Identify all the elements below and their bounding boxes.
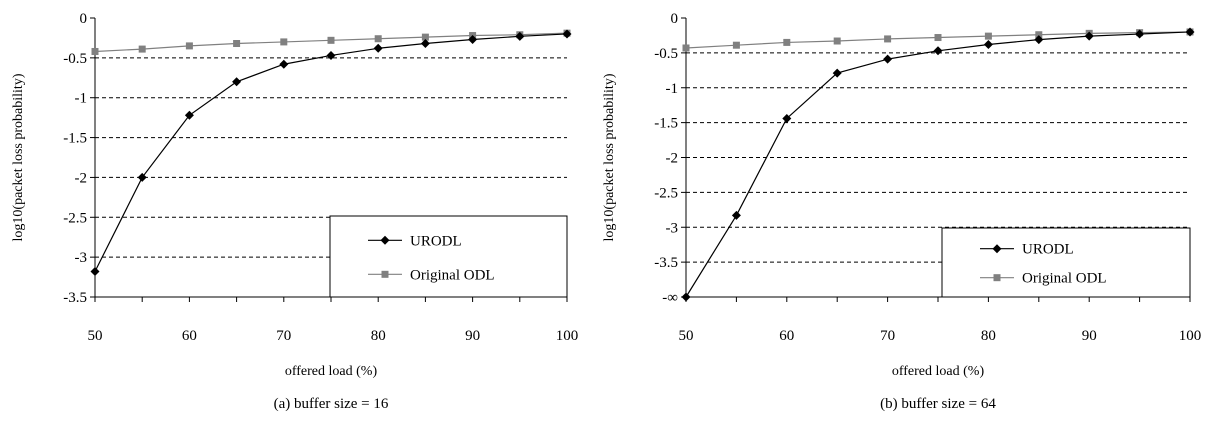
data-point — [1185, 27, 1195, 37]
y-axis-label: log10(packet loss probability) — [602, 73, 617, 241]
y-tick-label: -3 — [666, 220, 679, 236]
y-tick-label: -2 — [666, 151, 679, 167]
legend-marker — [992, 244, 1002, 254]
x-tick-label: 100 — [556, 328, 579, 344]
data-point — [884, 35, 892, 43]
x-tick-label: 70 — [880, 328, 895, 344]
y-tick-label: 0 — [671, 11, 679, 27]
data-point — [90, 266, 100, 276]
data-point — [420, 39, 430, 49]
data-point — [681, 292, 691, 302]
y-tick-label: 0 — [80, 11, 88, 27]
data-point — [883, 54, 893, 64]
data-point — [280, 38, 288, 46]
series-urodl — [90, 29, 572, 276]
legend-box — [941, 227, 1191, 298]
x-axis-label: offered load (%) — [285, 364, 378, 379]
x-axis-label: offered load (%) — [892, 364, 985, 379]
series-original-odl — [682, 28, 1194, 52]
data-point — [832, 68, 842, 78]
series-urodl — [681, 27, 1195, 302]
data-point — [1135, 29, 1145, 39]
data-point — [984, 32, 992, 40]
data-point — [682, 44, 690, 52]
data-point — [1034, 35, 1044, 45]
data-point — [184, 110, 194, 120]
data-point — [515, 31, 525, 41]
data-point — [185, 42, 193, 50]
legend: URODL Original ODL — [941, 227, 1191, 298]
legend-label: URODL — [410, 233, 462, 249]
data-point — [731, 210, 741, 220]
y-tick-label: -2 — [75, 170, 88, 186]
data-point — [783, 38, 791, 46]
y-tick-label: -0.5 — [63, 51, 87, 67]
y-tick-label: -1.5 — [63, 131, 87, 147]
data-point — [232, 77, 242, 87]
y-tick-label: -1.5 — [654, 116, 678, 132]
legend-label: Original ODL — [1022, 271, 1107, 287]
data-point — [373, 43, 383, 53]
y-tick-label: -0.5 — [654, 46, 678, 62]
data-point — [782, 113, 792, 123]
x-tick-label: 80 — [371, 328, 386, 344]
data-point — [91, 47, 99, 55]
data-point — [933, 46, 943, 56]
x-tick-label: 50 — [88, 328, 103, 344]
data-point — [137, 172, 147, 182]
data-point — [326, 50, 336, 60]
data-point — [421, 33, 429, 41]
x-tick-label: 60 — [182, 328, 197, 344]
y-tick-label: -3.5 — [63, 290, 87, 306]
x-tick-label: 90 — [1082, 328, 1097, 344]
y-tick-label: -3 — [75, 250, 88, 266]
legend-label: Original ODL — [410, 267, 495, 283]
chart-b: 0 -0.5 -1 -1.5 -2 -2.5 -3 -3.5 -∞ 50 60 70 80 90 100 of… — [602, 11, 1201, 412]
x-tick-label: 50 — [679, 328, 694, 344]
data-point — [833, 37, 841, 45]
y-tick-label: -2.5 — [654, 185, 678, 201]
chart-caption: (b) buffer size = 64 — [880, 396, 996, 412]
y-tick-label: -2.5 — [63, 210, 87, 226]
data-point — [233, 40, 241, 48]
x-tick-label: 60 — [779, 328, 794, 344]
data-point — [983, 40, 993, 50]
x-tick-label: 90 — [465, 328, 480, 344]
x-tick-label: 100 — [1179, 328, 1202, 344]
data-point — [934, 34, 942, 42]
legend: URODL Original ODL — [329, 215, 568, 298]
data-point — [732, 41, 740, 49]
x-tick-label: 70 — [276, 328, 291, 344]
data-point — [468, 35, 478, 45]
legend-box — [329, 215, 568, 298]
y-tick-label: -3.5 — [654, 255, 678, 271]
legend-marker — [380, 235, 390, 245]
chart-a: 0 -0.5 -1 -1.5 -2 -2.5 -3 -3.5 50 60 70 80 90 100 offe… — [11, 11, 578, 412]
y-axis-label: log10(packet loss probability) — [11, 73, 26, 241]
y-tick-label: -1 — [666, 81, 679, 97]
data-point — [562, 29, 572, 39]
data-point — [1035, 31, 1043, 39]
data-point — [1084, 31, 1094, 41]
legend-label: URODL — [1022, 242, 1074, 258]
data-point — [374, 35, 382, 43]
legend-marker — [381, 270, 389, 278]
legend-marker — [993, 274, 1001, 282]
data-point — [138, 45, 146, 53]
data-point — [279, 59, 289, 69]
y-tick-label: -∞ — [662, 290, 678, 306]
chart-caption: (a) buffer size = 16 — [274, 396, 389, 412]
y-tick-label: -1 — [75, 91, 88, 107]
data-point — [327, 36, 335, 44]
x-tick-label: 80 — [981, 328, 996, 344]
